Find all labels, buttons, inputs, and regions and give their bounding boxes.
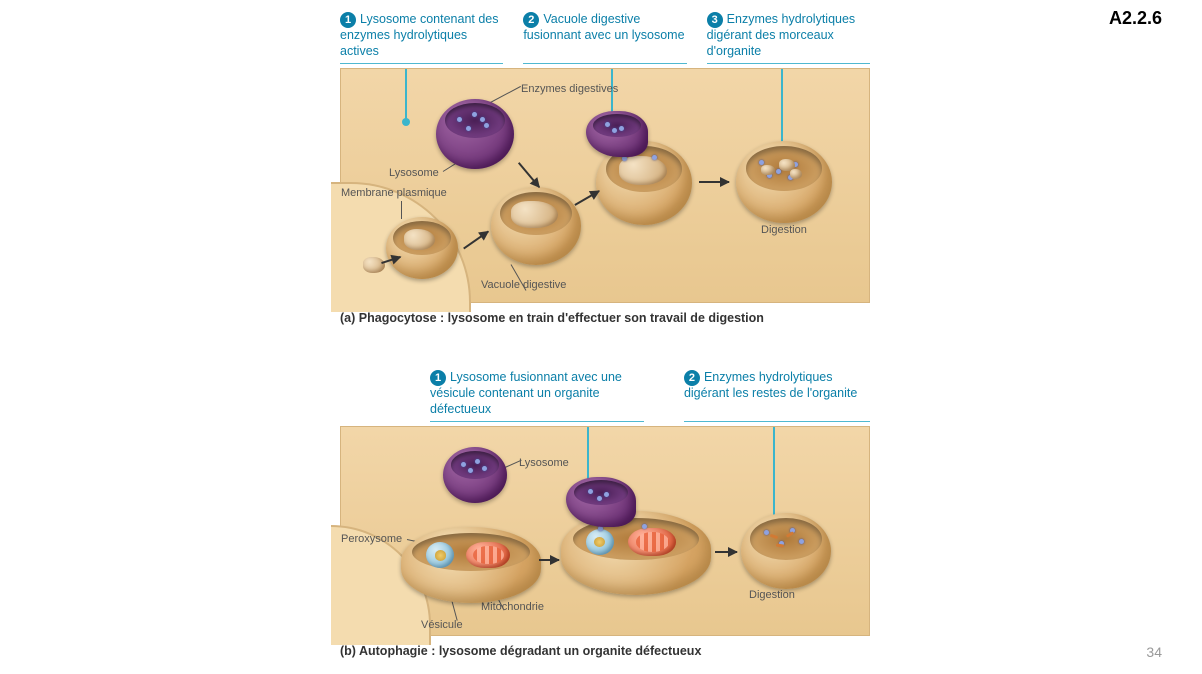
peroxysome-shape — [426, 542, 454, 568]
arrow-icon — [539, 559, 559, 561]
step-badge-1: 1 — [340, 12, 356, 28]
panel-b-caption: (b) Autophagie : lysosome dégradant un o… — [340, 644, 870, 658]
mitochondrion-shape — [628, 528, 676, 556]
fusing-lysosome — [586, 111, 648, 157]
step-badge-1: 1 — [430, 370, 446, 386]
caption-text: Phagocytose : lysosome en train d'effect… — [359, 311, 764, 325]
lysosome-opening — [574, 480, 627, 505]
caption-text: Autophagie : lysosome dégradant un organ… — [359, 644, 701, 658]
annotation-line — [401, 201, 402, 219]
page-code: A2.2.6 — [1109, 8, 1162, 29]
step-label-2: 2Enzymes hydrolytiques digérant les rest… — [684, 370, 870, 422]
food-particle — [363, 257, 385, 273]
annotation-lysosome: Lysosome — [519, 457, 569, 469]
step-badge-2: 2 — [523, 12, 539, 28]
bowl-opening — [393, 221, 451, 255]
digestive-vacuole — [491, 187, 581, 265]
panel-a-step-labels: 1Lysosome contenant des enzymes hydrolyt… — [340, 12, 870, 64]
peroxysome-shape — [586, 529, 614, 555]
caption-lead: (a) — [340, 311, 355, 325]
digestion-bowl — [736, 141, 832, 223]
lysosome-shape — [443, 447, 507, 503]
step-text: Enzymes hydrolytiques digérant les reste… — [684, 370, 857, 400]
step-label-1: 1Lysosome contenant des enzymes hydrolyt… — [340, 12, 503, 64]
bowl-opening — [412, 533, 530, 571]
lysosome-opening — [451, 451, 500, 479]
bowl-opening — [500, 192, 572, 235]
mitochondrion-shape — [466, 542, 510, 568]
diagram-phagocytose: Enzymes digestives Lysosome Membrane pla… — [340, 68, 870, 303]
panel-b-step-labels: 1Lysosome fusionnant avec une vésicule c… — [340, 370, 870, 422]
fusing-vesicle — [561, 511, 711, 595]
lysosome-opening — [593, 114, 640, 137]
arrow-icon — [574, 190, 599, 206]
leader-line — [405, 69, 407, 121]
step-label-1: 1Lysosome fusionnant avec une vésicule c… — [430, 370, 644, 422]
phagocytic-cup — [386, 217, 458, 279]
arrow-icon — [518, 162, 540, 188]
panel-a-caption: (a) Phagocytose : lysosome en train d'ef… — [340, 311, 870, 325]
annotation-enzymes-digestives: Enzymes digestives — [521, 83, 618, 95]
step-label-3: 3Enzymes hydrolytiques digérant des morc… — [707, 12, 870, 64]
autophagic-vesicle — [401, 527, 541, 603]
panel-autophagie: 1Lysosome fusionnant avec une vésicule c… — [340, 370, 870, 658]
lysosome-shape — [436, 99, 514, 169]
step-badge-2: 2 — [684, 370, 700, 386]
step-text: Lysosome contenant des enzymes hydrolyti… — [340, 12, 499, 58]
leader-line — [587, 427, 589, 485]
step-text: Vacuole digestive fusionnant avec un lys… — [523, 12, 684, 42]
annotation-vesicule: Vésicule — [421, 619, 463, 631]
bowl-opening — [750, 518, 822, 560]
arrow-icon — [463, 231, 489, 250]
annotation-lysosome: Lysosome — [389, 167, 439, 179]
fusing-lysosome — [566, 477, 636, 527]
diagram-autophagie: Lysosome Peroxysome Mitochondrie Vésicul… — [340, 426, 870, 636]
annotation-membrane-plasmique: Membrane plasmique — [341, 187, 447, 199]
bowl-opening — [746, 146, 823, 191]
lysosome-opening — [445, 103, 504, 138]
step-text: Enzymes hydrolytiques digérant des morce… — [707, 12, 856, 58]
page-number: 34 — [1146, 644, 1162, 660]
leader-line — [781, 69, 783, 147]
leader-line — [773, 427, 775, 519]
step-label-2: 2Vacuole digestive fusionnant avec un ly… — [523, 12, 686, 64]
panel-phagocytose: 1Lysosome contenant des enzymes hydrolyt… — [340, 12, 870, 325]
step-badge-3: 3 — [707, 12, 723, 28]
caption-lead: (b) — [340, 644, 356, 658]
digestion-bowl — [741, 513, 831, 589]
arrow-icon — [699, 181, 729, 183]
annotation-peroxysome: Peroxysome — [341, 533, 402, 545]
step-text: Lysosome fusionnant avec une vésicule co… — [430, 370, 622, 416]
annotation-digestion: Digestion — [761, 224, 807, 236]
arrow-icon — [715, 551, 737, 553]
annotation-digestion: Digestion — [749, 589, 795, 601]
annotation-mitochondrie: Mitochondrie — [481, 601, 544, 613]
